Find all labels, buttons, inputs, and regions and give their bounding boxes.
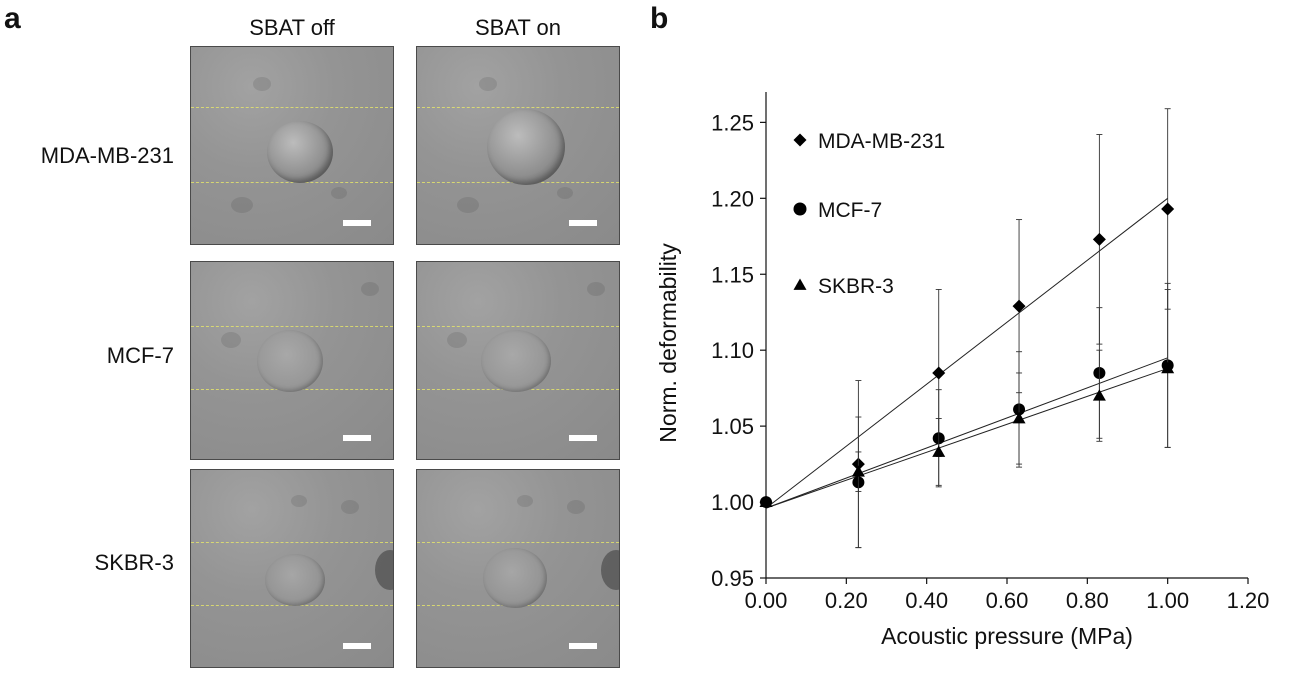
panel-b-letter: b — [650, 2, 669, 35]
data-point — [1092, 232, 1106, 246]
x-tick-label: 1.20 — [1227, 588, 1270, 613]
data-point — [1012, 412, 1026, 424]
data-point — [1092, 389, 1106, 401]
micrograph-mda-mb-231-sbat-off — [190, 46, 394, 245]
row-label-skbr-3: SKBR-3 — [94, 550, 174, 575]
scale-bar — [569, 220, 597, 226]
y-axis-label: Norm. deformability — [655, 243, 681, 443]
y-tick-label: 1.15 — [711, 262, 754, 287]
x-tick-label: 0.60 — [986, 588, 1029, 613]
row-label-mcf-7: MCF-7 — [106, 343, 174, 368]
x-tick-label: 1.00 — [1146, 588, 1189, 613]
legend-label: MCF-7 — [818, 199, 882, 222]
row-label-mda-mb-231: MDA-MB-231 — [40, 143, 174, 168]
fit-line-1 — [765, 357, 1168, 509]
micrograph-mcf-7-sbat-off — [190, 261, 394, 460]
legend-label: SKBR-3 — [818, 275, 894, 298]
scale-bar — [343, 435, 371, 441]
cell-image — [265, 554, 325, 606]
data-point — [851, 465, 865, 477]
data-point — [1161, 361, 1175, 374]
cell-image — [267, 121, 333, 183]
cell-image — [257, 330, 323, 392]
legend-marker — [793, 133, 807, 147]
data-point — [1161, 202, 1175, 216]
micrograph-skbr-3-sbat-on — [416, 469, 620, 668]
x-axis-label: Acoustic pressure (MPa) — [881, 623, 1133, 649]
column-header-sbat-on: SBAT on — [474, 15, 561, 40]
scale-bar — [569, 435, 597, 441]
scale-bar — [569, 643, 597, 649]
x-tick-label: 0.80 — [1066, 588, 1109, 613]
data-point — [1012, 299, 1026, 313]
column-header-sbat-off: SBAT off — [249, 15, 335, 40]
cell-image — [481, 330, 551, 392]
cell-image — [483, 548, 547, 608]
y-tick-label: 1.10 — [711, 338, 754, 363]
y-tick-label: 1.00 — [711, 490, 754, 515]
fit-line-2 — [765, 367, 1168, 509]
legend-marker — [793, 202, 807, 216]
x-tick-label: 0.00 — [745, 588, 788, 613]
legend-label: MDA-MB-231 — [818, 130, 945, 153]
data-point — [932, 366, 946, 380]
x-tick-label: 0.20 — [825, 588, 868, 613]
panel-a-letter: a — [4, 2, 21, 35]
fit-line-0 — [765, 197, 1168, 509]
legend-marker — [793, 278, 807, 290]
data-point — [759, 495, 773, 507]
y-tick-label: 0.95 — [711, 566, 754, 591]
y-tick-label: 1.05 — [711, 414, 754, 439]
deformability-chart: 0.00 0.20 0.40 0.60 0.80 1.00 1.20 0.95 1.00 1.05… — [655, 92, 1270, 649]
x-tick-label: 0.40 — [905, 588, 948, 613]
micrograph-skbr-3-sbat-off — [190, 469, 394, 668]
y-tick-label: 1.25 — [711, 110, 754, 135]
data-point — [932, 445, 946, 457]
cell-image — [487, 109, 565, 185]
micrograph-mcf-7-sbat-on — [416, 261, 620, 460]
micrograph-mda-mb-231-sbat-on — [416, 46, 620, 245]
y-tick-label: 1.20 — [711, 186, 754, 211]
scale-bar — [343, 220, 371, 226]
scale-bar — [343, 643, 371, 649]
